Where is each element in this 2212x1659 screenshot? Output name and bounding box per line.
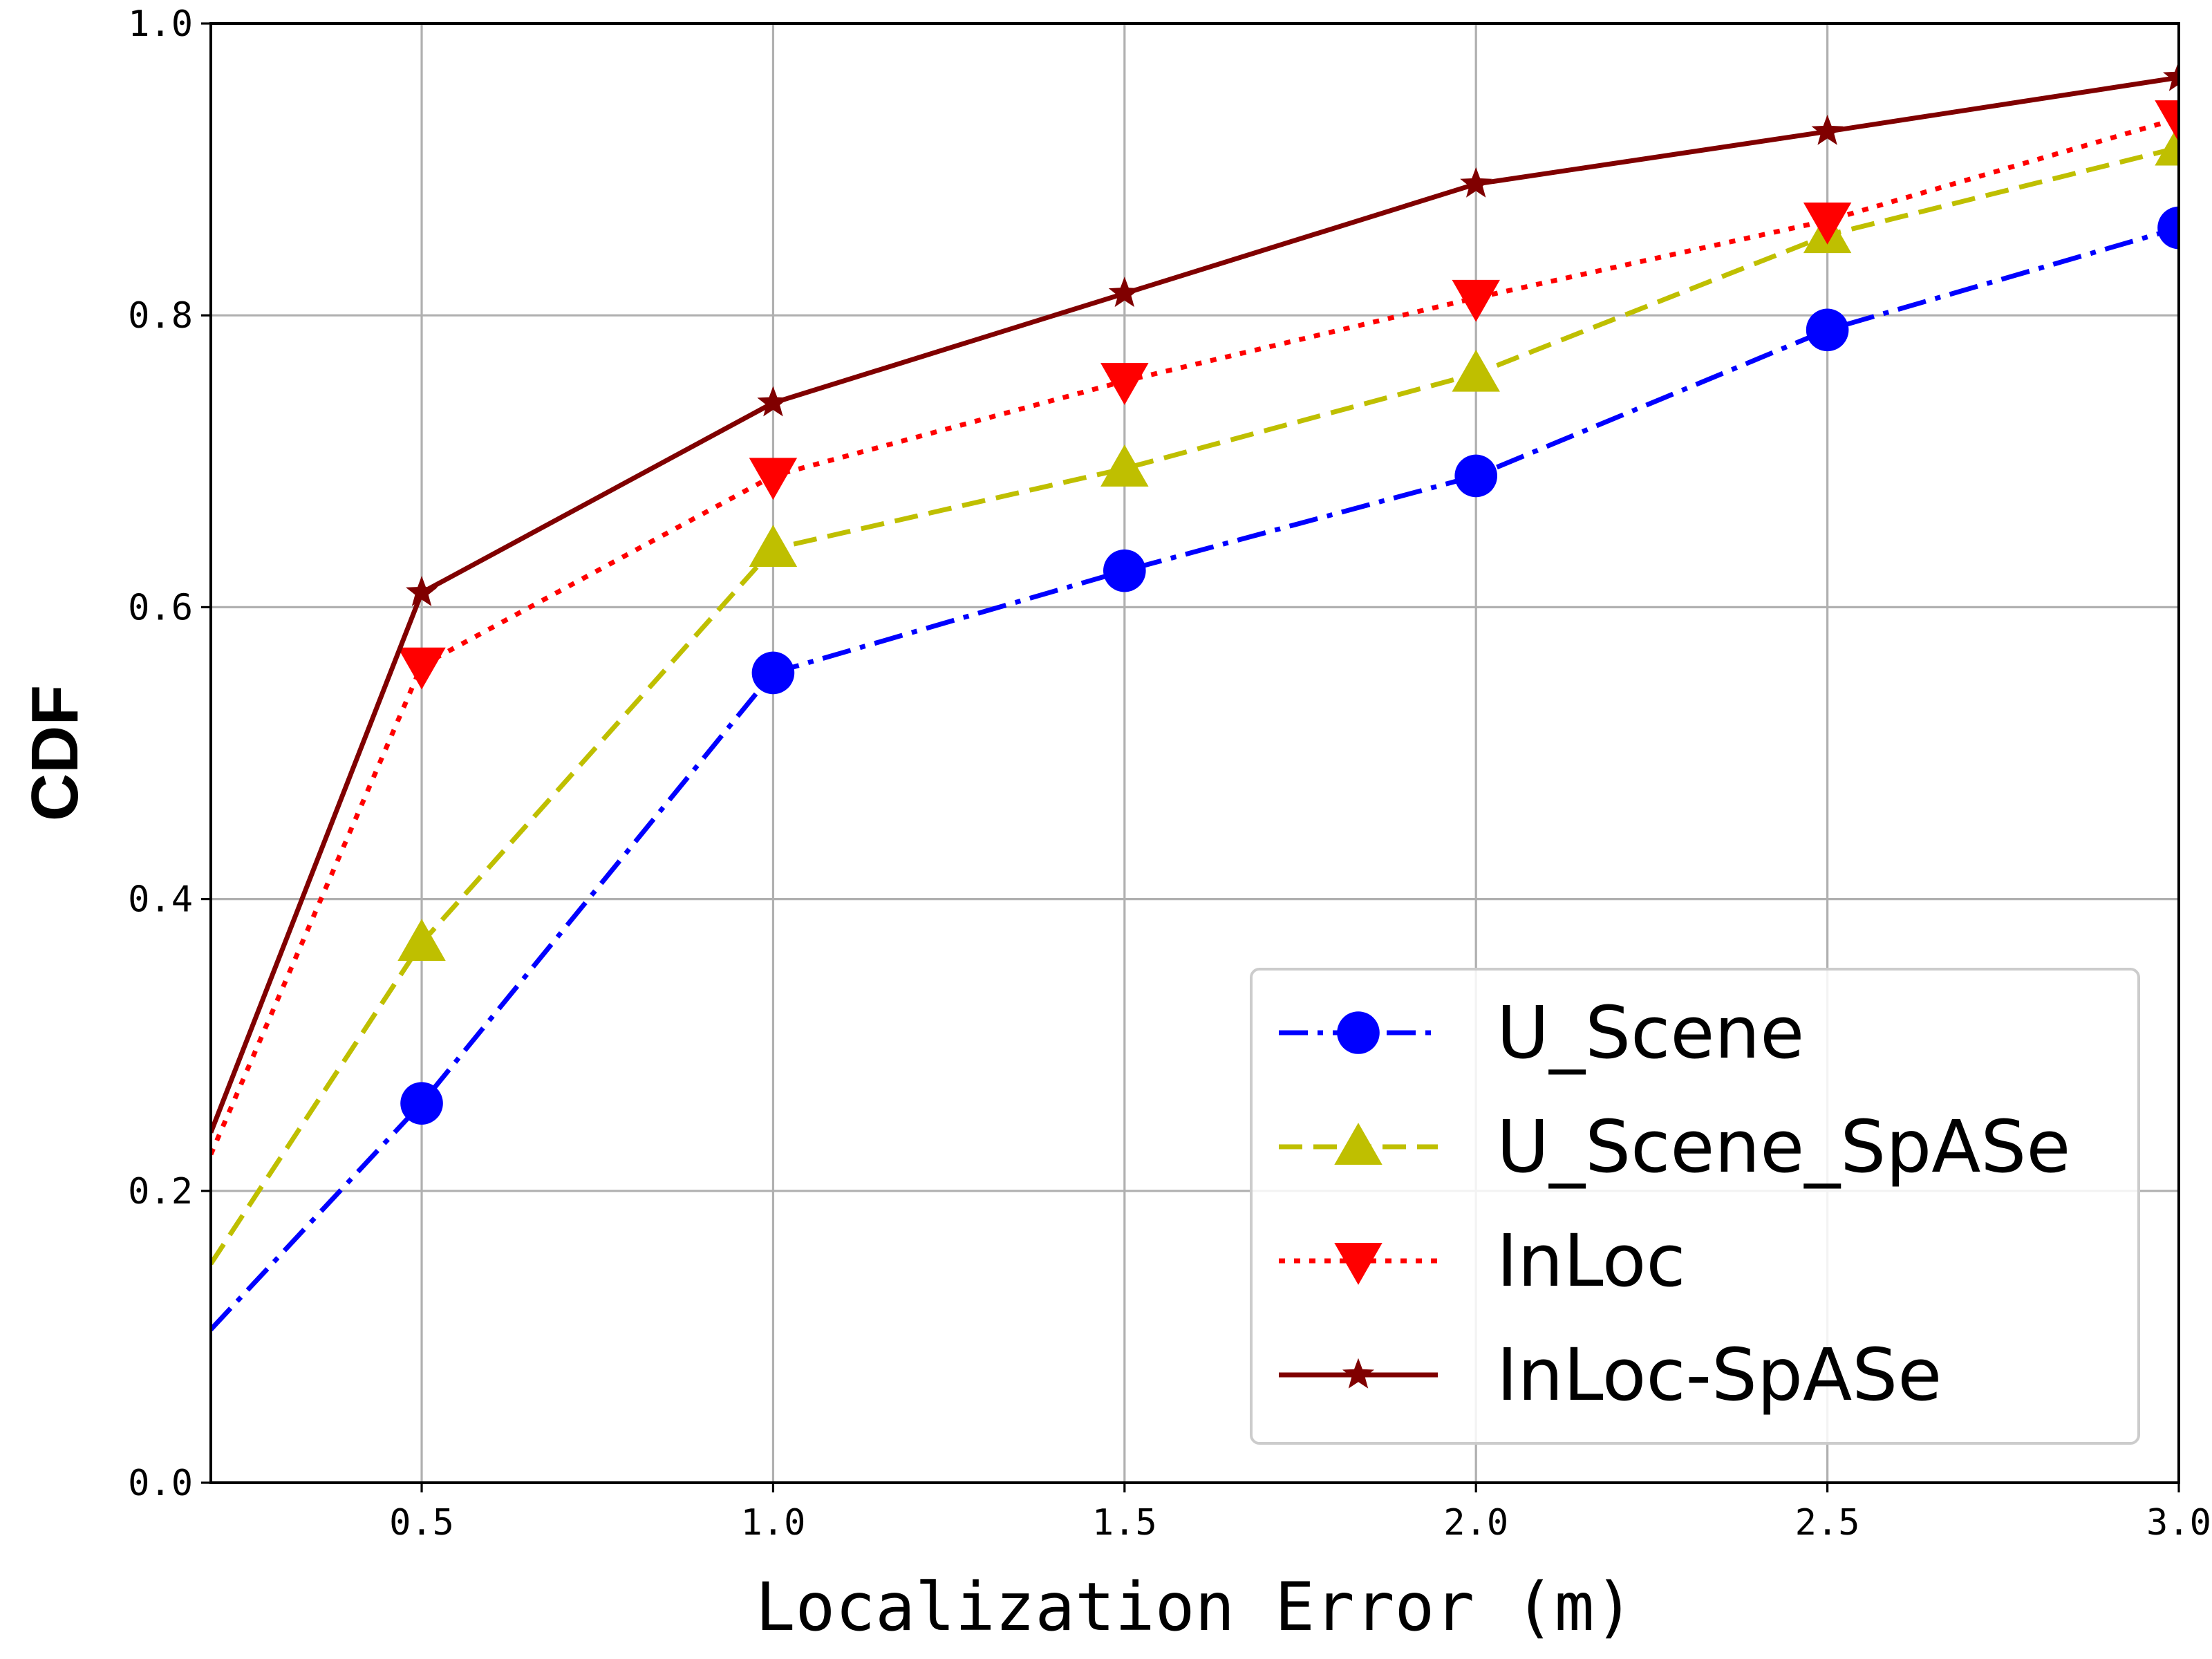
legend-label: InLoc	[1497, 1219, 1686, 1303]
series-layer	[211, 60, 2179, 1331]
data-point-marker	[2155, 100, 2179, 142]
series-InLoc	[211, 100, 2179, 1156]
y-tick-label: 0.4	[128, 879, 193, 921]
data-point-marker	[2155, 123, 2179, 166]
x-tick-label: 0.5	[389, 1502, 454, 1544]
legend-marker	[1334, 1123, 1382, 1165]
x-tick-label: 3.0	[2146, 1502, 2211, 1544]
data-point-marker	[1100, 363, 1149, 405]
x-tick-label: 2.5	[1795, 1502, 1860, 1544]
y-tick-label: 0.8	[128, 295, 193, 337]
data-point-marker	[1806, 308, 1849, 352]
data-point-marker	[1460, 167, 1492, 198]
legend: U_Scene U_Scene_SpASe InLoc InLoc-SpASe	[1250, 968, 2140, 1445]
y-tick-label: 0.2	[128, 1171, 193, 1212]
y-tick-label: 0.6	[128, 587, 193, 628]
y-axis-title: CDF	[18, 685, 92, 821]
data-point-marker	[1103, 549, 1146, 592]
legend-label: InLoc-SpASe	[1497, 1333, 1942, 1417]
data-point-marker	[1100, 444, 1149, 487]
data-point-marker	[1454, 454, 1498, 498]
data-point-marker	[751, 651, 795, 695]
data-point-marker	[757, 386, 789, 417]
series-InLoc-SpASe	[211, 60, 2179, 1134]
legend-label: U_Scene_SpASe	[1497, 1105, 2070, 1189]
data-point-marker	[397, 919, 446, 961]
data-point-marker	[406, 576, 438, 606]
legend-marker	[1342, 1358, 1374, 1389]
y-tick-label: 1.0	[128, 3, 193, 45]
ticks-layer: 0.5 1.0 1.5 2.0 2.5 3.0 0.0 0.2 0.4 0.6 0.8 1.0	[128, 3, 2211, 1544]
x-tick-label: 2.0	[1443, 1502, 1508, 1544]
data-point-marker	[1108, 276, 1141, 308]
x-axis-title: Localization Error (m)	[756, 1568, 1635, 1646]
data-point-marker	[1803, 202, 1852, 245]
data-point-marker	[1452, 279, 1500, 322]
data-point-marker	[400, 1082, 443, 1125]
data-point-marker	[2157, 206, 2179, 250]
legend-box	[1250, 968, 2140, 1445]
legend-marker	[1334, 1242, 1382, 1285]
legend-marker	[1337, 1011, 1380, 1054]
legend-label: U_Scene	[1497, 991, 1804, 1075]
x-tick-label: 1.5	[1092, 1502, 1157, 1544]
data-point-marker	[749, 525, 798, 567]
x-tick-label: 1.0	[740, 1502, 805, 1544]
data-point-marker	[1452, 349, 1500, 392]
data-point-marker	[749, 458, 798, 500]
data-point-marker	[397, 647, 446, 690]
y-tick-label: 0.0	[128, 1463, 193, 1504]
series-U_Scene	[211, 206, 2179, 1331]
data-point-marker	[2163, 60, 2179, 91]
plot-frame	[209, 22, 2180, 1484]
data-point-marker	[1811, 115, 1844, 145]
